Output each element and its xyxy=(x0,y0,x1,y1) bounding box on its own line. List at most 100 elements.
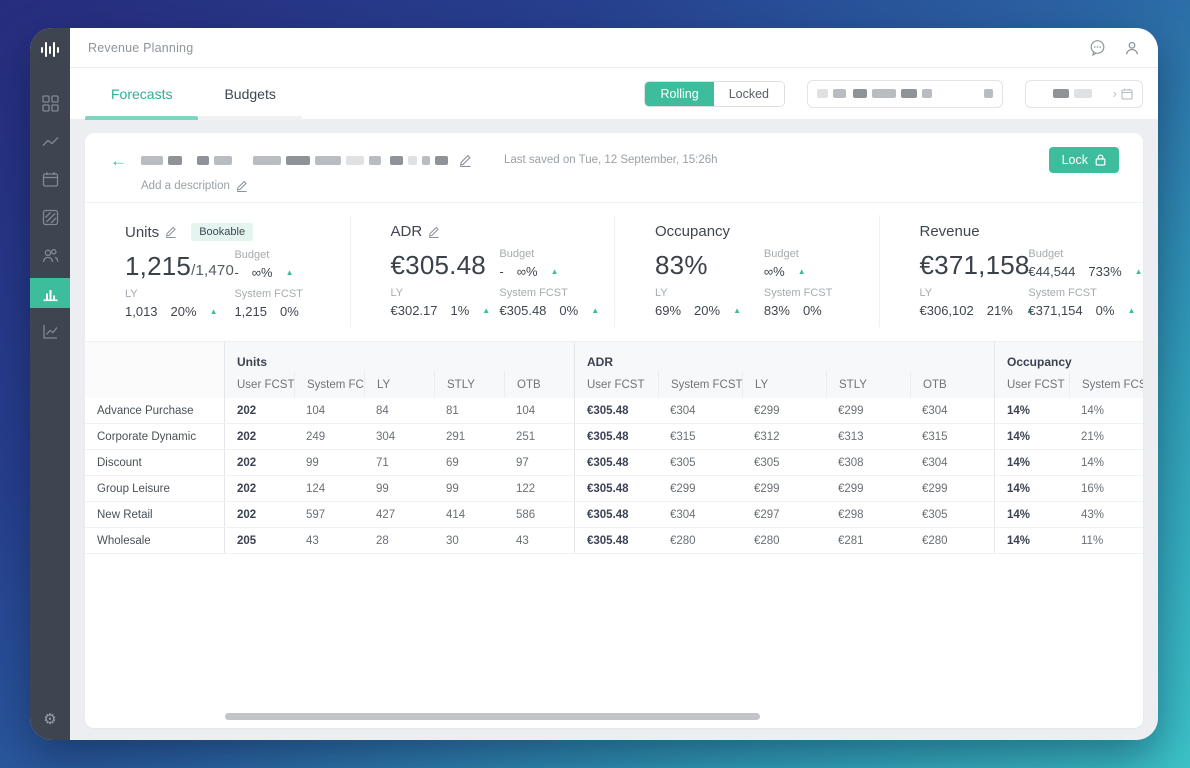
ly-label: LY xyxy=(919,287,933,299)
tab-budgets[interactable]: Budgets xyxy=(198,68,302,120)
value-cell: 104 xyxy=(306,404,326,417)
budget-value-row: €44,544 733% ▲ xyxy=(1028,264,1143,279)
value-cell: 304 xyxy=(376,430,396,443)
feedback-chat-icon[interactable] xyxy=(1089,39,1106,56)
user-fcst-cell[interactable]: 14% xyxy=(994,398,1069,423)
sidebar-item-rates[interactable] xyxy=(30,202,70,232)
user-fcst-cell[interactable]: 14% xyxy=(994,476,1069,501)
sidebar-item-dashboard[interactable] xyxy=(30,88,70,118)
column-header: System FCST xyxy=(294,371,364,398)
settings-gear-icon[interactable]: ⚙ xyxy=(43,711,57,728)
user-fcst-cell[interactable]: 202 xyxy=(224,476,294,501)
trend-line-icon xyxy=(42,133,59,150)
ly-label: LY xyxy=(125,288,138,300)
value-cell: 81 xyxy=(446,404,459,417)
tab-forecasts[interactable]: Forecasts xyxy=(85,68,199,120)
user-fcst-cell[interactable]: €305.48 xyxy=(574,502,658,527)
user-fcst-cell[interactable]: 14% xyxy=(994,424,1069,449)
value-cell: 251 xyxy=(516,430,536,443)
ly-value-row: 1,013 20% ▲ xyxy=(125,304,218,319)
lock-button-label: Lock xyxy=(1061,153,1088,167)
sidebar-item-reports[interactable] xyxy=(30,316,70,346)
user-fcst-cell[interactable]: €305.48 xyxy=(574,476,658,501)
column-header: STLY xyxy=(434,371,504,398)
user-fcst-cell[interactable]: 202 xyxy=(224,424,294,449)
value-cell: €280 xyxy=(670,534,696,547)
user-fcst-cell[interactable]: 202 xyxy=(224,398,294,423)
table-row: Group Leisure 202 124 99 99 122 €305.48 €299 €29… xyxy=(85,476,1143,502)
kpi-title: ADR xyxy=(390,223,423,240)
value-cell: 69 xyxy=(446,456,459,469)
trend-up-icon: ▲ xyxy=(550,267,559,276)
user-fcst-cell[interactable]: 202 xyxy=(224,450,294,475)
system-fcst-value-row: €371,154 0% ▲ xyxy=(1028,303,1136,318)
sidebar-item-revenue-planning[interactable] xyxy=(30,278,70,308)
table-row: Discount 202 99 71 69 97 €305.48 €305 €305 €308 €3… xyxy=(85,450,1143,476)
value-cell: 16% xyxy=(1081,482,1105,495)
add-description-text[interactable]: Add a description xyxy=(141,180,230,192)
system-fcst-value-row: 83% 0% xyxy=(763,303,822,318)
sidebar-item-calendar[interactable] xyxy=(30,164,70,194)
users-icon xyxy=(42,247,59,264)
tab-budgets-label: Budgets xyxy=(224,85,276,102)
edit-title-icon[interactable] xyxy=(459,154,472,167)
trend-up-icon: ▲ xyxy=(591,306,600,315)
system-fcst-value-row: €305.48 0% ▲ xyxy=(499,303,600,318)
value-cell: €305 xyxy=(754,456,780,469)
sidebar-item-trends[interactable] xyxy=(30,126,70,156)
kpi-card-occupancy: Occupancy 83% Budget ∞% ▲ LY 69% 20% ▲ xyxy=(614,215,879,327)
app-logo-icon xyxy=(30,28,70,70)
edit-kpi-icon[interactable] xyxy=(165,226,177,238)
segment-label: Wholesale xyxy=(97,534,151,547)
trend-up-icon: ▲ xyxy=(1025,306,1034,315)
kpi-card-units: Units Bookable 1,215/1,470 Budget - ∞% ▲ xyxy=(85,215,350,327)
sidebar-item-users[interactable] xyxy=(30,240,70,270)
group-header-adr: ADR xyxy=(574,342,994,371)
striped-square-icon xyxy=(42,209,59,226)
column-header: System FCST xyxy=(1069,371,1143,398)
value-cell: 21% xyxy=(1081,430,1105,443)
user-fcst-cell[interactable]: €305.48 xyxy=(574,528,658,553)
kpi-main-value: €305.48 xyxy=(390,250,486,280)
value-cell: €299 xyxy=(754,482,780,495)
main-area: Revenue Planning Forecasts Budgets Rolli… xyxy=(70,28,1158,740)
horizontal-scrollbar[interactable] xyxy=(225,713,760,720)
user-fcst-cell[interactable]: €305.48 xyxy=(574,450,658,475)
kpi-cards: Units Bookable 1,215/1,470 Budget - ∞% ▲ xyxy=(85,203,1143,341)
lock-icon xyxy=(1095,154,1106,166)
user-fcst-cell[interactable]: 14% xyxy=(994,502,1069,527)
user-fcst-cell[interactable]: €305.48 xyxy=(574,398,658,423)
date-range-selector[interactable]: › xyxy=(1025,79,1143,108)
user-fcst-cell[interactable]: 205 xyxy=(224,528,294,553)
value-cell: €304 xyxy=(922,456,948,469)
sidebar: ⚙ xyxy=(30,28,70,740)
edit-kpi-icon[interactable] xyxy=(428,226,440,238)
table-row: New Retail 202 597 427 414 586 €305.48 €304 €297… xyxy=(85,502,1143,528)
value-cell: 427 xyxy=(376,508,396,521)
edit-description-icon[interactable] xyxy=(236,180,248,192)
rolling-toggle-button[interactable]: Rolling xyxy=(645,81,714,106)
column-header: System FCST xyxy=(658,371,742,398)
system-fcst-label: System FCST xyxy=(499,287,568,299)
segment-label: Discount xyxy=(97,456,142,469)
bar-chart-icon xyxy=(42,285,59,302)
user-fcst-cell[interactable]: €305.48 xyxy=(574,424,658,449)
user-fcst-cell[interactable]: 14% xyxy=(994,528,1069,553)
locked-toggle-button[interactable]: Locked xyxy=(713,81,784,106)
column-header: STLY xyxy=(826,371,910,398)
user-profile-icon[interactable] xyxy=(1124,40,1140,56)
value-cell: 43% xyxy=(1081,508,1105,521)
value-cell: €299 xyxy=(838,404,864,417)
user-fcst-cell[interactable]: 14% xyxy=(994,450,1069,475)
value-cell: €312 xyxy=(754,430,780,443)
user-fcst-cell[interactable]: 202 xyxy=(224,502,294,527)
value-cell: 291 xyxy=(446,430,466,443)
system-fcst-label: System FCST xyxy=(763,287,833,299)
segment-label: Group Leisure xyxy=(97,482,170,495)
tab-forecasts-label: Forecasts xyxy=(111,85,173,102)
property-selector[interactable] xyxy=(807,79,1003,108)
back-arrow-icon[interactable]: ← xyxy=(110,150,127,170)
lock-button[interactable]: Lock xyxy=(1048,147,1119,173)
